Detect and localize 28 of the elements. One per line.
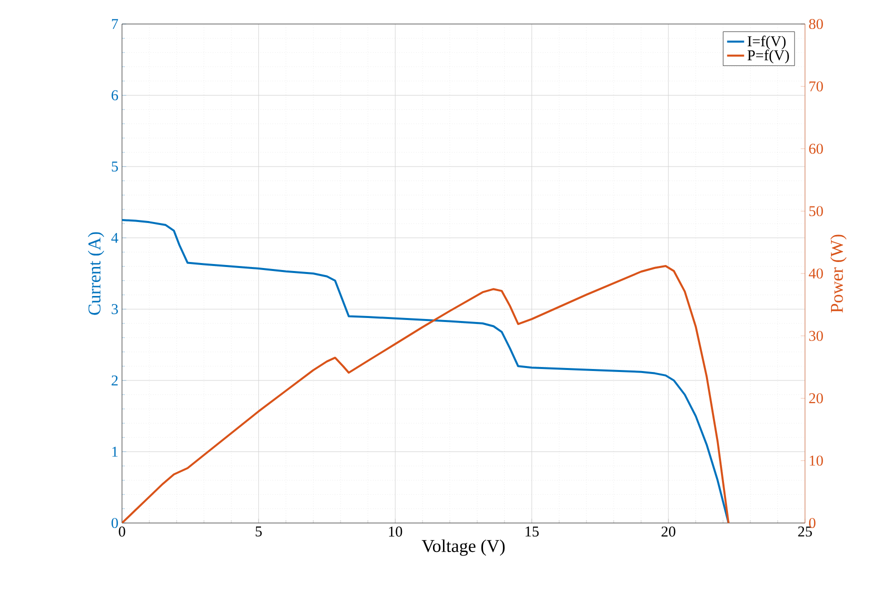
y-tick-label: 1 <box>112 446 118 457</box>
y2-tick-label: 20 <box>809 393 823 404</box>
y-axis-title: Current (A) <box>88 232 104 315</box>
x-tick-label: 10 <box>389 526 402 537</box>
x-tick-label: 0 <box>118 526 126 537</box>
y-tick-label: 3 <box>112 304 118 314</box>
x-tick-label: 20 <box>662 526 676 537</box>
y-tick-label: 2 <box>112 375 118 386</box>
y2-tick-label: 0 <box>809 518 816 528</box>
y2-tick-label: 30 <box>809 330 823 341</box>
legend-label: P=f(V) <box>748 50 789 64</box>
y-tick-label: 4 <box>111 232 118 243</box>
x-tick-label: 15 <box>526 526 539 537</box>
x-tick-label: 25 <box>798 526 812 537</box>
x-tick-label: 5 <box>256 526 262 536</box>
y-tick-label: 7 <box>112 19 118 29</box>
y-tick-label: 5 <box>112 162 118 172</box>
y2-tick-label: 40 <box>808 268 823 279</box>
y2-tick-label: 10 <box>810 456 823 466</box>
y2-tick-label: 60 <box>809 144 823 154</box>
x-axis-title: Voltage (V) <box>422 539 505 556</box>
y2-axis-title: Power (W) <box>830 234 847 313</box>
y-tick-label: 0 <box>112 518 118 528</box>
legend-label: I=f(V) <box>748 36 786 50</box>
y2-tick-label: 50 <box>809 206 823 216</box>
y2-tick-label: 70 <box>810 81 823 92</box>
y2-tick-label: 80 <box>809 18 823 30</box>
y-tick-label: 6 <box>112 90 118 100</box>
